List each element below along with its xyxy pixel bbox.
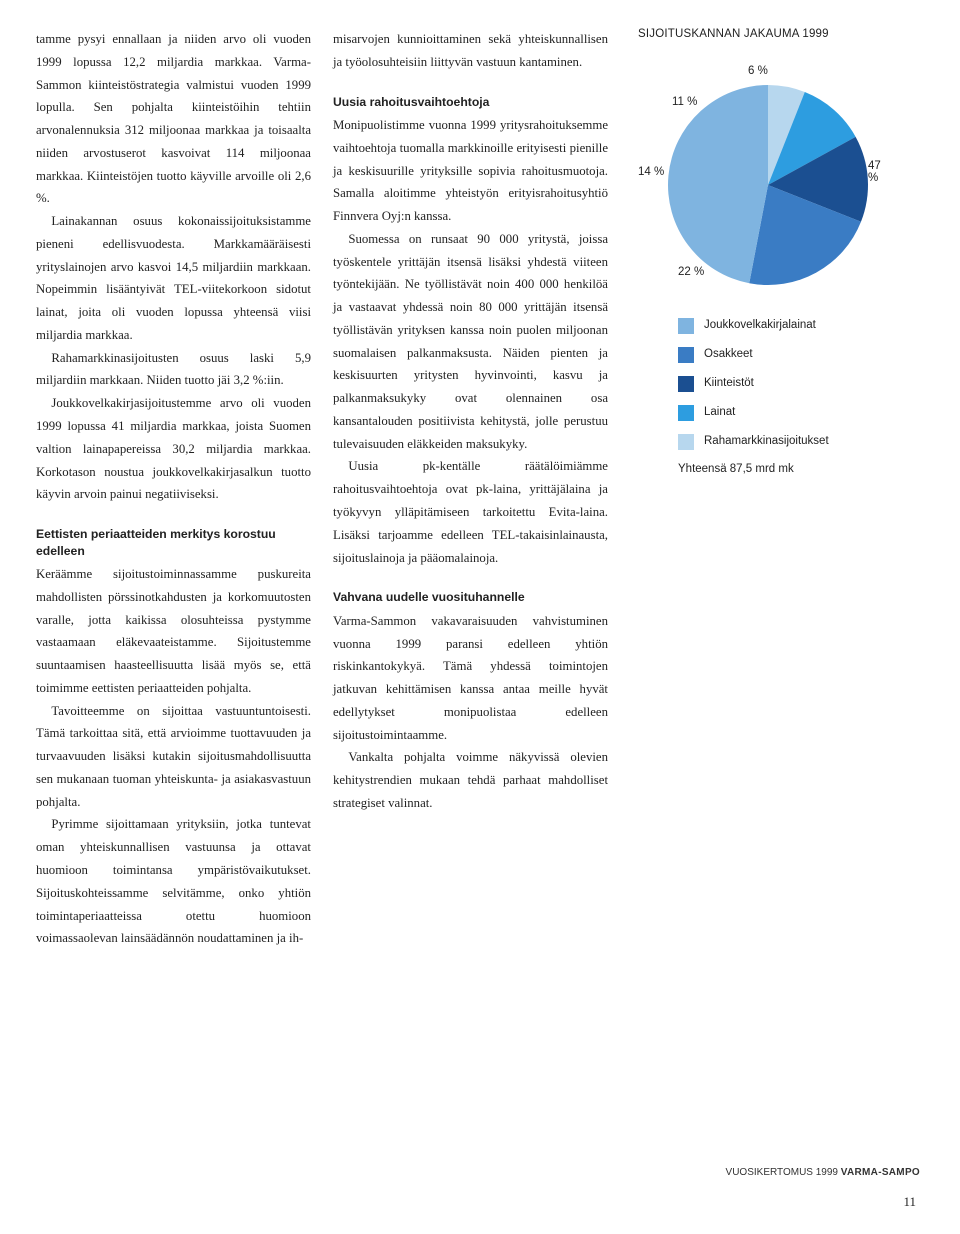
legend-row: Joukkovelkakirjalainat — [678, 318, 920, 334]
col1-p1: tamme pysyi ennallaan ja niiden arvo oli… — [36, 28, 311, 210]
col2-p5: Varma-Sammon vakavaraisuuden vahvistumin… — [333, 610, 608, 747]
chart-panel: SIJOITUSKANNAN JAKAUMA 1999 47 % 22 % 14 %… — [630, 28, 920, 950]
legend-row: Kiinteistöt — [678, 376, 920, 392]
legend-label: Rahamarkkinasijoitukset — [704, 436, 829, 448]
footer-prefix: VUOSIKERTOMUS 1999 — [726, 1167, 841, 1178]
legend-swatch — [678, 347, 694, 363]
page-footer: VUOSIKERTOMUS 1999 VARMA-SAMPO — [726, 1167, 920, 1178]
legend-label: Osakkeet — [704, 349, 753, 361]
chart-legend: Joukkovelkakirjalainat Osakkeet Kiinteistö… — [638, 318, 920, 450]
pie-pct-label: 22 % — [678, 266, 704, 278]
column-1: tamme pysyi ennallaan ja niiden arvo oli… — [36, 28, 311, 950]
col1-p7: Pyrimme sijoittamaan yrityksiin, jotka t… — [36, 813, 311, 950]
col1-p5: Keräämme sijoitustoiminnassamme puskurei… — [36, 563, 311, 700]
legend-label: Kiinteistöt — [704, 378, 754, 390]
page-number: 11 — [903, 1194, 916, 1210]
column-2: misarvojen kunnioittaminen sekä yhteisku… — [333, 28, 608, 950]
legend-label: Joukkovelkakirjalainat — [704, 320, 816, 332]
pie-chart: 47 % 22 % 14 % 11 % 6 % — [638, 50, 888, 300]
pie-pct-label: 6 % — [748, 65, 768, 77]
col2-p1: misarvojen kunnioittaminen sekä yhteisku… — [333, 28, 608, 74]
col1-p3: Rahamarkkinasijoitusten osuus laski 5,9 … — [36, 347, 311, 393]
legend-swatch — [678, 405, 694, 421]
col2-heading-millennium: Vahvana uudelle vuosituhannelle — [333, 589, 608, 605]
pie-pct-label: 11 % — [672, 96, 697, 108]
col1-heading-ethics: Eettisten periaatteiden merkitys korostu… — [36, 526, 311, 559]
pie-slice — [668, 85, 768, 283]
col1-p2: Lainakannan osuus kokonaissijoituksistam… — [36, 210, 311, 347]
col2-p4: Uusia pk-kentälle räätälöimiämme rahoitu… — [333, 455, 608, 569]
legend-label: Lainat — [704, 407, 735, 419]
col1-p6: Tavoitteemme on sijoittaa vastuuntuntois… — [36, 700, 311, 814]
pie-pct-label: 14 % — [638, 166, 664, 178]
col2-p6: Vankalta pohjalta voimme näkyvissä olevi… — [333, 746, 608, 814]
legend-row: Rahamarkkinasijoitukset — [678, 434, 920, 450]
col2-p2: Monipuolistimme vuonna 1999 yritysrahoit… — [333, 114, 608, 228]
legend-swatch — [678, 434, 694, 450]
chart-total: Yhteensä 87,5 mrd mk — [638, 463, 920, 475]
col2-heading-financing: Uusia rahoitusvaihtoehtoja — [333, 94, 608, 110]
footer-brand: VARMA-SAMPO — [841, 1167, 920, 1178]
legend-swatch — [678, 376, 694, 392]
pie-svg — [638, 50, 888, 300]
text-columns: tamme pysyi ennallaan ja niiden arvo oli… — [36, 28, 924, 950]
chart-title: SIJOITUSKANNAN JAKAUMA 1999 — [638, 28, 920, 40]
legend-row: Lainat — [678, 405, 920, 421]
legend-row: Osakkeet — [678, 347, 920, 363]
legend-swatch — [678, 318, 694, 334]
col2-p3: Suomessa on runsaat 90 000 yritystä, joi… — [333, 228, 608, 456]
col1-p4: Joukkovelkakirjasijoitustemme arvo oli v… — [36, 392, 311, 506]
pie-pct-label: 47 % — [868, 160, 888, 184]
